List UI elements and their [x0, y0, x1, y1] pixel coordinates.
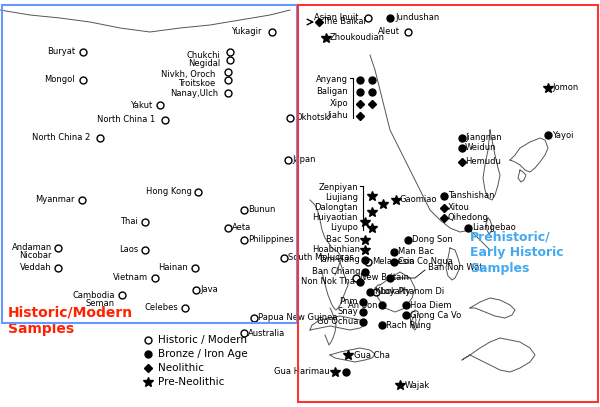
Text: Weidun: Weidun [465, 144, 497, 153]
Text: Gaomiao: Gaomiao [400, 195, 437, 204]
Text: Buryat: Buryat [47, 48, 75, 57]
Text: Myanmar: Myanmar [35, 195, 75, 204]
Text: Dalongtan: Dalongtan [314, 204, 358, 212]
Text: Papua New Guinea: Papua New Guinea [258, 313, 337, 322]
Text: Bunun: Bunun [248, 206, 275, 214]
Text: Jiangnan: Jiangnan [465, 133, 502, 142]
Text: Prehistoric/
Early Historic
Samples: Prehistoric/ Early Historic Samples [470, 230, 563, 275]
Text: Bronze / Iron Age: Bronze / Iron Age [158, 349, 248, 359]
Text: Aeta: Aeta [232, 223, 251, 232]
Text: Xipo: Xipo [329, 99, 348, 109]
Text: Zenpiyan: Zenpiyan [319, 184, 358, 193]
Text: Rach Rung: Rach Rung [386, 320, 431, 330]
Text: Negidal: Negidal [188, 59, 220, 68]
Text: Asian Inuit: Asian Inuit [314, 13, 358, 22]
Text: Khok Phanom Di: Khok Phanom Di [375, 287, 444, 297]
Text: Vietnam: Vietnam [113, 274, 148, 282]
Text: Loyalty: Loyalty [380, 287, 410, 297]
Text: Giong Ca Vo: Giong Ca Vo [410, 311, 461, 319]
Text: Bac Son: Bac Son [326, 236, 360, 245]
Text: Hemudu: Hemudu [465, 158, 501, 166]
Text: Gua Harimau: Gua Harimau [274, 368, 330, 376]
Bar [2, 5, 297, 323]
Text: Snay: Snay [337, 308, 358, 317]
Text: Aleut: Aleut [378, 28, 400, 37]
Text: Melanesia: Melanesia [372, 258, 415, 267]
Text: Troitskoe: Troitskoe [178, 79, 215, 88]
Text: Non Nok Tha: Non Nok Tha [301, 278, 355, 287]
Text: South Moluccas: South Moluccas [288, 254, 354, 263]
Text: Pre-Neolithic: Pre-Neolithic [158, 377, 224, 387]
Text: An Son: An Son [349, 300, 378, 309]
Text: Philippines: Philippines [248, 236, 294, 245]
Text: Huiyaotian: Huiyaotian [313, 214, 358, 223]
Text: Yukagir: Yukagir [232, 28, 262, 37]
Text: Ban Chiang: Ban Chiang [311, 267, 360, 276]
Text: Neolithic: Neolithic [158, 363, 204, 373]
Text: Nicobar: Nicobar [19, 252, 52, 260]
Text: Australia: Australia [248, 328, 285, 337]
Text: Hong Kong: Hong Kong [146, 188, 192, 197]
Text: Historic/Modern
Samples: Historic/Modern Samples [8, 305, 133, 336]
Bar [298, 5, 598, 402]
Text: Dong Son: Dong Son [412, 236, 453, 245]
Text: The Baikal: The Baikal [322, 18, 366, 26]
Text: Liujiang: Liujiang [325, 193, 358, 203]
Text: Liyupo: Liyupo [330, 223, 358, 232]
Text: Wajak: Wajak [405, 381, 430, 389]
Text: Andaman: Andaman [12, 243, 52, 252]
Text: Ban Non Wat: Ban Non Wat [428, 263, 482, 273]
Text: North China 1: North China 1 [97, 116, 155, 125]
Text: Jomon: Jomon [552, 83, 578, 92]
Text: Nanay,Ulch: Nanay,Ulch [170, 88, 218, 98]
Text: Con Co Ngua: Con Co Ngua [398, 258, 453, 267]
Text: Anyang: Anyang [316, 76, 348, 85]
Text: Celebes: Celebes [144, 304, 178, 313]
Text: Nivkh, Oroch: Nivkh, Oroch [161, 70, 215, 79]
Text: New Britain: New Britain [360, 274, 409, 282]
Text: Gua Cha: Gua Cha [354, 350, 390, 359]
Text: Hoa Diem: Hoa Diem [410, 300, 452, 309]
Text: Java: Java [200, 285, 218, 295]
Text: Man Bac: Man Bac [398, 247, 434, 256]
Text: Historic / Modern: Historic / Modern [158, 335, 247, 345]
Text: Baligan: Baligan [316, 88, 348, 96]
Text: Go Ochua: Go Ochua [317, 317, 358, 326]
Text: Chukchi: Chukchi [186, 50, 220, 59]
Text: Tam Hang: Tam Hang [318, 256, 360, 265]
Text: Japan: Japan [292, 155, 316, 164]
Text: Qihedong: Qihedong [448, 214, 489, 223]
Text: Pnm: Pnm [340, 298, 358, 306]
Text: Seman: Seman [86, 298, 115, 308]
Text: Hoabinhian: Hoabinhian [312, 245, 360, 254]
Text: Veddah: Veddah [20, 263, 52, 273]
Text: Cambodia: Cambodia [73, 291, 115, 300]
Text: Jundushan: Jundushan [395, 13, 439, 22]
Text: Laos: Laos [119, 245, 138, 254]
Text: Yakut: Yakut [130, 101, 152, 109]
Text: Xitou: Xitou [448, 204, 470, 212]
Text: Yayoi: Yayoi [552, 131, 574, 140]
Text: Hainan: Hainan [158, 263, 188, 273]
Text: Jiahu: Jiahu [327, 112, 348, 120]
Text: Tanshishan: Tanshishan [448, 192, 494, 201]
Text: Okhotsk: Okhotsk [295, 114, 329, 123]
Text: Thai: Thai [120, 217, 138, 227]
Text: Zhoukoudian: Zhoukoudian [330, 33, 385, 42]
Text: Mongol: Mongol [44, 76, 75, 85]
Text: Liangebao: Liangebao [472, 223, 516, 232]
Text: North China 2: North China 2 [32, 133, 90, 142]
